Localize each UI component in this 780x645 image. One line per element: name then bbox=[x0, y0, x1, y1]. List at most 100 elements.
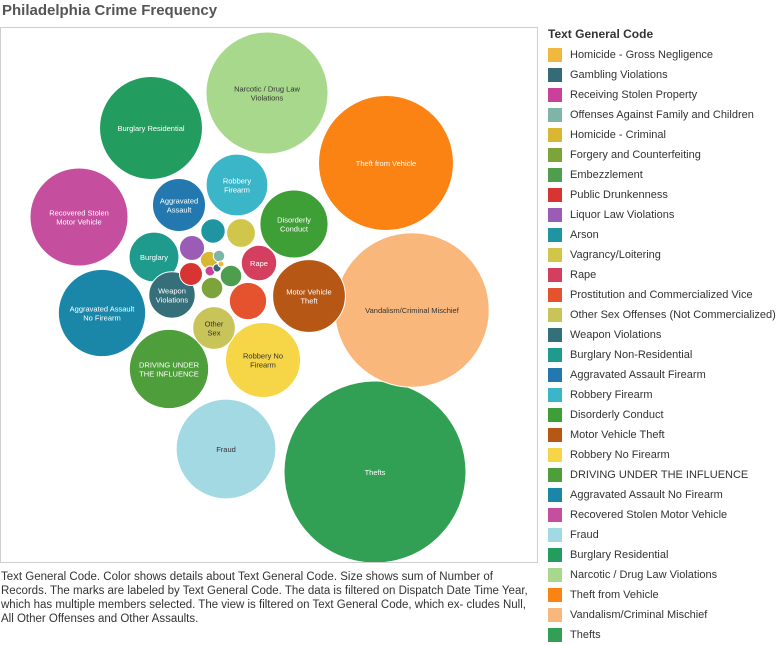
bubble-label: Narcotic / Drug Law Violations bbox=[234, 85, 300, 103]
legend-item[interactable]: Homicide - Gross Negligence bbox=[548, 45, 780, 65]
legend-item[interactable]: Rape bbox=[548, 265, 780, 285]
legend-swatch bbox=[548, 408, 562, 422]
legend-label: Rape bbox=[570, 269, 597, 281]
legend-label: DRIVING UNDER THE INFLUENCE bbox=[570, 469, 749, 481]
legend-label: Gambling Violations bbox=[570, 69, 668, 81]
legend-item[interactable]: Theft from Vehicle bbox=[548, 585, 780, 605]
bubble[interactable] bbox=[217, 260, 225, 268]
bubble[interactable] bbox=[178, 261, 204, 287]
legend-item[interactable]: DRIVING UNDER THE INFLUENCE bbox=[548, 465, 780, 485]
bubble[interactable] bbox=[283, 380, 467, 562]
legend-swatch bbox=[548, 268, 562, 282]
legend-item[interactable]: Arson bbox=[548, 225, 780, 245]
chart-caption: Text General Code. Color shows details a… bbox=[1, 571, 528, 625]
legend-label: Recovered Stolen Motor Vehicle bbox=[570, 509, 728, 521]
legend-swatch bbox=[548, 68, 562, 82]
legend-swatch bbox=[548, 508, 562, 522]
legend-item[interactable]: Gambling Violations bbox=[548, 65, 780, 85]
bubble[interactable] bbox=[175, 398, 277, 500]
bubble[interactable] bbox=[200, 218, 226, 244]
legend-item[interactable]: Motor Vehicle Theft bbox=[548, 425, 780, 445]
bubble[interactable] bbox=[178, 234, 206, 262]
legend-label: Public Drunkenness bbox=[570, 189, 668, 201]
bubble-label: Motor Vehicle Theft bbox=[286, 288, 331, 306]
bubble[interactable] bbox=[205, 153, 269, 217]
legend-swatch bbox=[548, 148, 562, 162]
legend-item[interactable]: Recovered Stolen Motor Vehicle bbox=[548, 505, 780, 525]
bubble[interactable] bbox=[57, 268, 147, 358]
legend-item[interactable]: Forgery and Counterfeiting bbox=[548, 145, 780, 165]
legend-swatch bbox=[548, 108, 562, 122]
bubble[interactable] bbox=[151, 177, 207, 233]
legend-label: Robbery No Firearm bbox=[570, 449, 670, 461]
legend-swatch bbox=[548, 568, 562, 582]
legend-item[interactable]: Robbery Firearm bbox=[548, 385, 780, 405]
bubble[interactable] bbox=[192, 306, 236, 350]
bubble[interactable] bbox=[226, 218, 256, 248]
bubble[interactable] bbox=[272, 259, 346, 333]
legend: Text General Code Homicide - Gross Negli… bbox=[548, 27, 780, 645]
legend-item[interactable]: Aggravated Assault No Firearm bbox=[548, 485, 780, 505]
legend-item[interactable]: Homicide - Criminal bbox=[548, 125, 780, 145]
legend-item[interactable]: Public Drunkenness bbox=[548, 185, 780, 205]
legend-swatch bbox=[548, 548, 562, 562]
bubble[interactable] bbox=[212, 249, 226, 263]
bubble-label: Disorderly Conduct bbox=[277, 216, 311, 234]
legend-label: Liquor Law Violations bbox=[570, 209, 675, 221]
bubble[interactable] bbox=[99, 76, 203, 180]
legend-label: Thefts bbox=[570, 629, 601, 641]
legend-item[interactable]: Burglary Non-Residential bbox=[548, 345, 780, 365]
legend-item[interactable]: Receiving Stolen Property bbox=[548, 85, 780, 105]
bubble[interactable] bbox=[228, 281, 268, 321]
legend-item[interactable]: Robbery No Firearm bbox=[548, 445, 780, 465]
legend-swatch bbox=[548, 348, 562, 362]
chart-title: Philadelphia Crime Frequency bbox=[2, 2, 218, 19]
legend-label: Aggravated Assault Firearm bbox=[570, 369, 706, 381]
legend-swatch bbox=[548, 188, 562, 202]
bubble[interactable] bbox=[29, 167, 129, 267]
legend-item[interactable]: Liquor Law Violations bbox=[548, 205, 780, 225]
legend-swatch bbox=[548, 468, 562, 482]
legend-item[interactable]: Offenses Against Family and Children bbox=[548, 105, 780, 125]
legend-swatch bbox=[548, 168, 562, 182]
legend-swatch bbox=[548, 128, 562, 142]
legend-item[interactable]: Narcotic / Drug Law Violations bbox=[548, 565, 780, 585]
legend-swatch bbox=[548, 488, 562, 502]
bubble-label: Thefts bbox=[365, 468, 386, 477]
bubble[interactable] bbox=[224, 321, 302, 399]
legend-item[interactable]: Vandalism/Criminal Mischief bbox=[548, 605, 780, 625]
legend-swatch bbox=[548, 588, 562, 602]
legend-label: Burglary Residential bbox=[570, 549, 669, 561]
bubble[interactable] bbox=[240, 244, 278, 282]
legend-item[interactable]: Burglary Residential bbox=[548, 545, 780, 565]
bubble-label: Rape bbox=[250, 259, 268, 268]
legend-label: Homicide - Gross Negligence bbox=[570, 49, 714, 61]
legend-item[interactable]: Aggravated Assault Firearm bbox=[548, 365, 780, 385]
legend-label: Arson bbox=[570, 229, 599, 241]
legend-item[interactable]: Embezzlement bbox=[548, 165, 780, 185]
legend-swatch bbox=[548, 428, 562, 442]
legend-item[interactable]: Thefts bbox=[548, 625, 780, 645]
legend-label: Offenses Against Family and Children bbox=[570, 109, 754, 121]
legend-item[interactable]: Fraud bbox=[548, 525, 780, 545]
legend-item[interactable]: Vagrancy/Loitering bbox=[548, 245, 780, 265]
legend-label: Weapon Violations bbox=[570, 329, 662, 341]
bubble[interactable] bbox=[205, 31, 329, 155]
bubble[interactable] bbox=[318, 95, 454, 231]
bubble-label: Robbery Firearm bbox=[223, 177, 252, 195]
legend-title: Text General Code bbox=[548, 27, 654, 41]
bubble[interactable] bbox=[128, 328, 210, 410]
bubble[interactable] bbox=[219, 264, 243, 288]
legend-item[interactable]: Other Sex Offenses (Not Commercialized) bbox=[548, 305, 780, 325]
bubble[interactable] bbox=[200, 276, 224, 300]
bubble-label: Burglary bbox=[140, 253, 168, 262]
legend-item[interactable]: Disorderly Conduct bbox=[548, 405, 780, 425]
legend-label: Forgery and Counterfeiting bbox=[570, 149, 701, 161]
bubble-label: Burglary Residential bbox=[117, 124, 184, 133]
legend-label: Embezzlement bbox=[570, 169, 643, 181]
legend-item[interactable]: Weapon Violations bbox=[548, 325, 780, 345]
legend-label: Motor Vehicle Theft bbox=[570, 429, 665, 441]
legend-swatch bbox=[548, 308, 562, 322]
bubble[interactable] bbox=[259, 189, 329, 259]
legend-item[interactable]: Prostitution and Commercialized Vice bbox=[548, 285, 780, 305]
